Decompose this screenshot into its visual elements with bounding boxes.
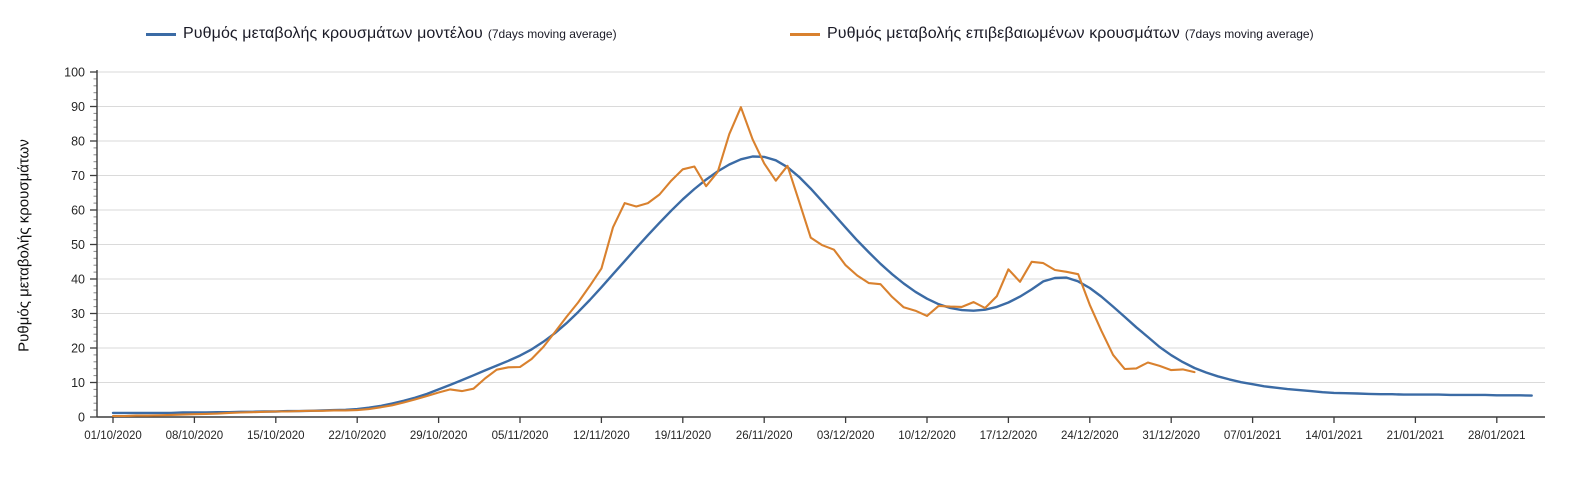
y-tick-label: 20 — [71, 342, 85, 356]
confirmed-line-swatch-icon — [790, 32, 820, 36]
y-tick-label: 10 — [71, 376, 85, 390]
y-tick-label: 40 — [71, 273, 85, 287]
x-tick-label: 29/10/2020 — [410, 430, 468, 442]
legend-label-model: Ρυθμός μεταβολής κρουσμάτων μοντέλου — [183, 25, 483, 42]
x-tick-label: 26/11/2020 — [736, 430, 793, 442]
x-tick-label: 28/01/2021 — [1468, 430, 1526, 442]
y-tick-label: 30 — [71, 307, 85, 321]
x-tick-label: 31/12/2020 — [1142, 430, 1200, 442]
model-line-swatch-icon — [146, 32, 176, 36]
x-tick-label: 17/12/2020 — [980, 430, 1038, 442]
y-axis-title: Ρυθμός μεταβολής κρουσμάτων — [15, 139, 33, 352]
x-tick-label: 12/11/2020 — [573, 430, 630, 442]
y-tick-label: 90 — [71, 100, 85, 114]
x-tick-label: 21/01/2021 — [1387, 430, 1445, 442]
x-tick-label: 08/10/2020 — [166, 430, 224, 442]
legend: Ρυθμός μεταβολής κρουσμάτων μοντέλου (7d… — [0, 0, 1581, 56]
x-tick-label: 24/12/2020 — [1061, 430, 1119, 442]
legend-label-confirmed: Ρυθμός μεταβολής επιβεβαιωμένων κρουσμάτ… — [827, 25, 1180, 42]
x-tick-label: 14/01/2021 — [1305, 430, 1363, 442]
y-tick-label: 70 — [71, 169, 85, 183]
legend-item-confirmed: Ρυθμός μεταβολής επιβεβαιωμένων κρουσμάτ… — [790, 25, 1314, 43]
y-tick-label: 0 — [78, 411, 85, 425]
legend-sublabel-model: (7days moving average) — [487, 27, 617, 41]
x-tick-label: 07/01/2021 — [1224, 430, 1282, 442]
legend-item-model: Ρυθμός μεταβολής κρουσμάτων μοντέλου (7d… — [146, 25, 617, 43]
x-tick-label: 22/10/2020 — [328, 430, 386, 442]
legend-sublabel-confirmed: (7days moving average) — [1184, 27, 1314, 41]
model-series-line — [111, 155, 1533, 415]
x-tick-label: 10/12/2020 — [898, 430, 956, 442]
x-tick-label: 05/11/2020 — [492, 430, 549, 442]
confirmed-series-line — [111, 106, 1196, 418]
y-tick-label: 50 — [71, 238, 85, 252]
y-tick-label: 100 — [64, 66, 85, 80]
x-tick-label: 15/10/2020 — [247, 430, 305, 442]
y-tick-label: 80 — [71, 135, 85, 149]
x-tick-label: 01/10/2020 — [84, 430, 142, 442]
x-tick-label: 03/12/2020 — [817, 430, 875, 442]
x-tick-label: 19/11/2020 — [654, 430, 711, 442]
y-tick-label: 60 — [71, 204, 85, 218]
